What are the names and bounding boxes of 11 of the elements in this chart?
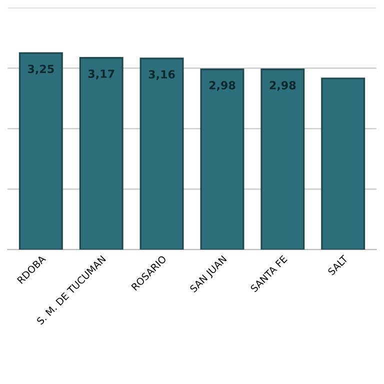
- bar: [79, 57, 124, 250]
- data-label: 2,98: [209, 81, 236, 91]
- data-label: 3,17: [88, 70, 114, 80]
- data-label: 2,98: [270, 81, 296, 91]
- bar: [321, 78, 366, 250]
- data-label: 3,25: [28, 64, 54, 75]
- data-label: 3,16: [148, 70, 175, 80]
- bar: [200, 68, 244, 250]
- bar: [260, 68, 305, 250]
- bar: [18, 52, 63, 250]
- bar: [140, 58, 184, 250]
